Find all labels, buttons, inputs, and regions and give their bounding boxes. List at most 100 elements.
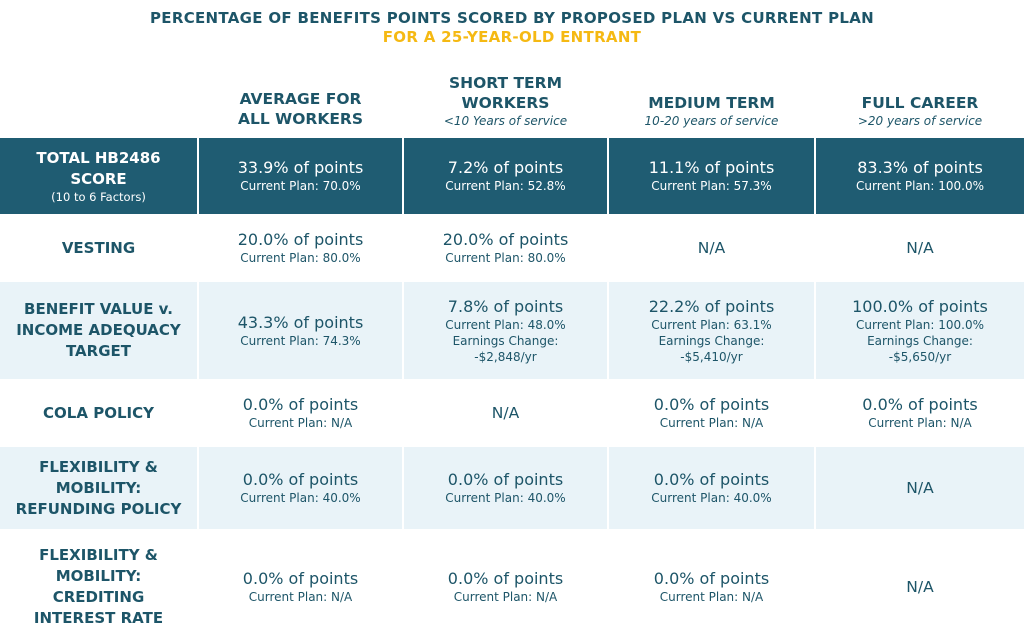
current-plan-value: Current Plan: 80.0% — [240, 251, 361, 265]
row-label-line: TARGET — [65, 342, 132, 360]
table-cell: N/A — [609, 216, 814, 280]
na-value: N/A — [906, 578, 934, 596]
row-label: BENEFIT VALUE v. INCOME ADEQUACY TARGET — [0, 282, 197, 379]
points-value: 83.3% of points — [857, 158, 983, 177]
row-label-line: TOTAL HB2486 — [36, 148, 161, 167]
row-label: FLEXIBILITY & MOBILITY: REFUNDING POLICY — [0, 447, 197, 529]
table-cell: 20.0% of points Current Plan: 80.0% — [404, 216, 607, 280]
current-plan-value: Current Plan: 57.3% — [651, 179, 772, 193]
col-header-short-sub: <10 Years of service — [443, 114, 568, 128]
row-label-line: BENEFIT VALUE v. — [24, 300, 173, 318]
na-value: N/A — [906, 479, 934, 497]
table-cell: 7.2% of points Current Plan: 52.8% — [404, 138, 607, 214]
current-plan-value: Current Plan: N/A — [659, 590, 764, 604]
col-header-full-career: FULL CAREER >20 years of service — [816, 58, 1024, 136]
current-plan-value: Current Plan: 70.0% — [240, 179, 361, 193]
table-cell: 22.2% of points Current Plan: 63.1% Earn… — [609, 282, 814, 379]
current-plan-value: Current Plan: N/A — [659, 416, 764, 430]
points-value: 0.0% of points — [653, 395, 770, 414]
col-header-short-line2: WORKERS — [461, 94, 550, 112]
current-plan-value: Current Plan: 63.1% — [651, 317, 772, 332]
table-cell: 0.0% of points Current Plan: 40.0% — [199, 447, 402, 529]
row-label-line: FLEXIBILITY & — [39, 546, 158, 564]
current-plan-value: Current Plan: 40.0% — [240, 491, 361, 505]
points-value: 11.1% of points — [648, 158, 775, 177]
current-plan-value: Current Plan: 100.0% — [855, 179, 985, 193]
points-value: 0.0% of points — [447, 569, 564, 588]
na-value: N/A — [906, 239, 934, 257]
col-header-full-line1: FULL CAREER — [861, 94, 979, 112]
row-label: TOTAL HB2486 SCORE (10 to 6 Factors) — [0, 138, 197, 214]
table-row-benefit-value: BENEFIT VALUE v. INCOME ADEQUACY TARGET … — [0, 282, 1024, 379]
row-label-line: REFUNDING POLICY — [15, 499, 182, 518]
points-value: 20.0% of points — [442, 230, 569, 249]
col-header-short-term: SHORT TERM WORKERS <10 Years of service — [404, 58, 607, 136]
points-value: 0.0% of points — [242, 395, 359, 414]
points-value: 0.0% of points — [862, 395, 978, 414]
table-cell: 0.0% of points Current Plan: 40.0% — [609, 447, 814, 529]
table-row-vesting: VESTING 20.0% of points Current Plan: 80… — [0, 216, 1024, 280]
table-cell: N/A — [404, 381, 607, 445]
chart-title: PERCENTAGE OF BENEFITS POINTS SCORED BY … — [150, 9, 874, 27]
table-row-cola-policy: COLA POLICY 0.0% of points Current Plan:… — [0, 381, 1024, 445]
current-plan-value: Current Plan: 100.0% — [855, 317, 985, 332]
table-cell: 0.0% of points Current Plan: N/A — [199, 531, 402, 643]
points-value: 7.8% of points — [447, 296, 564, 316]
col-header-medium-sub: 10-20 years of service — [644, 114, 779, 128]
table-cell: 11.1% of points Current Plan: 57.3% — [609, 138, 814, 214]
table-cell: 33.9% of points Current Plan: 70.0% — [199, 138, 402, 214]
earnings-change-label: Earnings Change: — [658, 333, 765, 348]
row-label: FLEXIBILITY & MOBILITY: CREDITING INTERE… — [0, 531, 197, 643]
points-value: 0.0% of points — [242, 569, 359, 588]
row-label-line: FLEXIBILITY & — [39, 457, 158, 476]
col-header-average-line2: ALL WORKERS — [237, 110, 364, 128]
na-value: N/A — [697, 239, 726, 257]
table-cell: 0.0% of points Current Plan: N/A — [199, 381, 402, 445]
points-value: 0.0% of points — [653, 569, 770, 588]
points-value: 43.3% of points — [237, 312, 364, 332]
table-cell: 0.0% of points Current Plan: N/A — [609, 381, 814, 445]
na-value: N/A — [491, 404, 520, 422]
current-plan-value: Current Plan: 74.3% — [240, 333, 361, 348]
current-plan-value: Current Plan: N/A — [248, 590, 353, 604]
points-value: 7.2% of points — [447, 158, 564, 177]
row-label-line: CREDITING — [52, 588, 145, 606]
points-value: 22.2% of points — [648, 296, 775, 316]
row-label-line: MOBILITY: — [55, 478, 142, 497]
current-plan-value: Current Plan: 52.8% — [445, 179, 566, 193]
table-cell: 0.0% of points Current Plan: N/A — [609, 531, 814, 643]
points-value: 20.0% of points — [237, 230, 364, 249]
row-label-line: SCORE — [70, 169, 127, 188]
table-cell: N/A — [816, 531, 1024, 643]
col-header-average: AVERAGE FOR ALL WORKERS — [199, 58, 402, 136]
col-header-average-line1: AVERAGE FOR — [239, 90, 362, 108]
col-header-medium-line1: MEDIUM TERM — [648, 94, 775, 112]
points-value: 0.0% of points — [653, 470, 770, 489]
table-cell: N/A — [816, 447, 1024, 529]
table-row-refunding-policy: FLEXIBILITY & MOBILITY: REFUNDING POLICY… — [0, 447, 1024, 529]
earnings-change-value: -$5,650/yr — [888, 349, 952, 364]
row-label: VESTING — [0, 216, 197, 280]
row-label-line: COLA POLICY — [43, 403, 154, 422]
table-cell: 0.0% of points Current Plan: 40.0% — [404, 447, 607, 529]
col-header-medium-term: MEDIUM TERM 10-20 years of service — [609, 58, 814, 136]
row-label-line: MOBILITY: — [55, 567, 142, 585]
table-row-total-score: TOTAL HB2486 SCORE (10 to 6 Factors) 33.… — [0, 138, 1024, 214]
table-cell: 100.0% of points Current Plan: 100.0% Ea… — [816, 282, 1024, 379]
row-label: COLA POLICY — [0, 381, 197, 445]
current-plan-value: Current Plan: N/A — [868, 416, 972, 430]
points-value: 0.0% of points — [242, 470, 359, 489]
points-value: 33.9% of points — [237, 158, 364, 177]
row-label-line: INTEREST RATE — [33, 609, 164, 627]
chart-subtitle: FOR A 25-YEAR-OLD ENTRANT — [382, 28, 642, 46]
earnings-change-value: -$5,410/yr — [680, 349, 743, 364]
row-label-sub: (10 to 6 Factors) — [51, 189, 146, 204]
points-value: 100.0% of points — [852, 296, 988, 316]
col-header-short-line1: SHORT TERM — [448, 74, 563, 92]
current-plan-value: Current Plan: 40.0% — [445, 491, 566, 505]
current-plan-value: Current Plan: N/A — [453, 590, 558, 604]
points-value: 0.0% of points — [447, 470, 564, 489]
earnings-change-value: -$2,848/yr — [474, 349, 537, 364]
table-cell: 7.8% of points Current Plan: 48.0% Earni… — [404, 282, 607, 379]
table-row-crediting-interest: FLEXIBILITY & MOBILITY: CREDITING INTERE… — [0, 531, 1024, 643]
